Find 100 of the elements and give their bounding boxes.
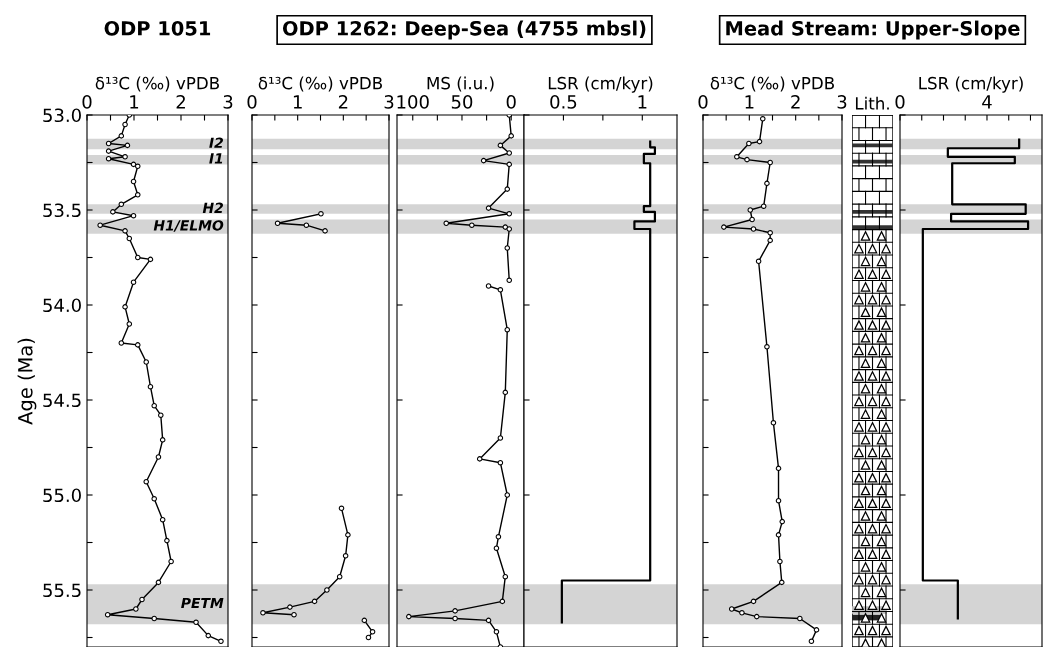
chart-title: Mead Stream: Upper-Slope	[726, 20, 1020, 40]
y-tick-label: 55.5	[43, 583, 81, 598]
point	[443, 220, 450, 227]
point	[342, 553, 349, 559]
point	[504, 326, 511, 333]
point	[497, 435, 504, 441]
chart-title: ODP 1051	[104, 20, 211, 36]
x-tick-label: 100	[397, 95, 429, 109]
band-label: PETM	[181, 597, 224, 609]
x-tick-label: 0	[506, 95, 516, 109]
point	[497, 459, 504, 466]
point	[452, 615, 458, 622]
point	[365, 634, 372, 641]
x-axis-title: LSR (cm/kyr)	[548, 76, 653, 93]
point	[750, 226, 757, 232]
point	[813, 627, 820, 633]
point	[303, 222, 310, 228]
x-tick-label: 4	[982, 95, 992, 109]
y-tick-label: 54.5	[43, 393, 81, 408]
band-label: H1/ELMO	[153, 220, 224, 232]
point	[775, 465, 782, 472]
point	[322, 228, 328, 234]
point	[336, 573, 343, 580]
x-tick-label: 3	[837, 95, 847, 109]
point	[750, 598, 757, 605]
point	[493, 629, 500, 635]
point	[797, 615, 803, 622]
point	[324, 587, 330, 593]
point	[775, 497, 782, 504]
point	[406, 613, 412, 620]
x-axis-title: δ¹³C (‰) vPDB	[95, 76, 219, 92]
x-tick-label: 1	[638, 95, 647, 109]
point	[739, 610, 745, 616]
x-tick-label: 0.5	[550, 95, 577, 109]
point	[497, 287, 504, 293]
point	[779, 518, 786, 525]
text: Lith.	[855, 96, 889, 110]
point	[764, 344, 770, 350]
point	[493, 545, 500, 551]
point	[721, 224, 727, 230]
point	[485, 617, 492, 624]
x-tick-label: 2	[176, 95, 185, 109]
point	[767, 237, 773, 244]
point	[338, 505, 345, 512]
point	[504, 186, 511, 192]
point	[767, 230, 773, 236]
x-tick-label: 1	[745, 95, 754, 109]
point	[497, 142, 504, 149]
point	[506, 161, 513, 168]
point	[808, 638, 815, 645]
point	[480, 157, 487, 164]
point	[749, 216, 755, 223]
point	[775, 532, 782, 538]
y-tick-label: 53.0	[43, 108, 81, 123]
point	[760, 203, 767, 209]
x-tick-label: 2	[338, 95, 348, 109]
point	[291, 611, 297, 618]
point	[770, 420, 777, 426]
point	[753, 613, 760, 620]
x-axis-title: MS (i.u.)	[427, 76, 494, 92]
y-axis-title: Age (Ma)	[17, 338, 37, 425]
point	[747, 207, 754, 213]
point	[502, 224, 509, 230]
point	[764, 180, 770, 187]
x-axis-title: δ¹³C (‰) vPDB	[258, 76, 382, 92]
x-tick-label: 3	[223, 95, 233, 109]
point	[508, 133, 514, 139]
point	[495, 534, 502, 540]
point	[506, 277, 513, 284]
band-label: I2	[209, 137, 223, 148]
point	[287, 604, 293, 610]
x-tick-label: 0	[247, 95, 257, 109]
point	[746, 140, 752, 147]
point	[452, 608, 458, 614]
x-tick-label: 50	[451, 95, 473, 109]
point	[485, 283, 492, 289]
point	[728, 606, 735, 612]
point	[318, 211, 324, 217]
point	[311, 598, 318, 605]
x-tick-label: 0	[895, 95, 905, 109]
point	[476, 456, 483, 462]
point	[502, 389, 509, 396]
x-tick-label: 2	[791, 95, 800, 109]
point	[504, 492, 511, 498]
x-axis-title: LSR (cm/kyr)	[919, 76, 1023, 93]
x-tick-label: 3	[384, 95, 394, 109]
point	[767, 159, 773, 166]
point	[502, 573, 509, 580]
y-tick-label: 55.0	[43, 488, 81, 503]
point	[485, 205, 492, 211]
point	[369, 629, 376, 635]
point	[504, 245, 511, 251]
y-tick-label: 53.5	[43, 203, 81, 218]
band-label: H2	[202, 202, 223, 213]
point	[744, 156, 750, 163]
point	[778, 579, 785, 586]
point	[506, 211, 513, 217]
y-tick-label: 54.0	[43, 298, 81, 313]
point	[274, 220, 281, 227]
band-label: I1	[209, 153, 223, 164]
